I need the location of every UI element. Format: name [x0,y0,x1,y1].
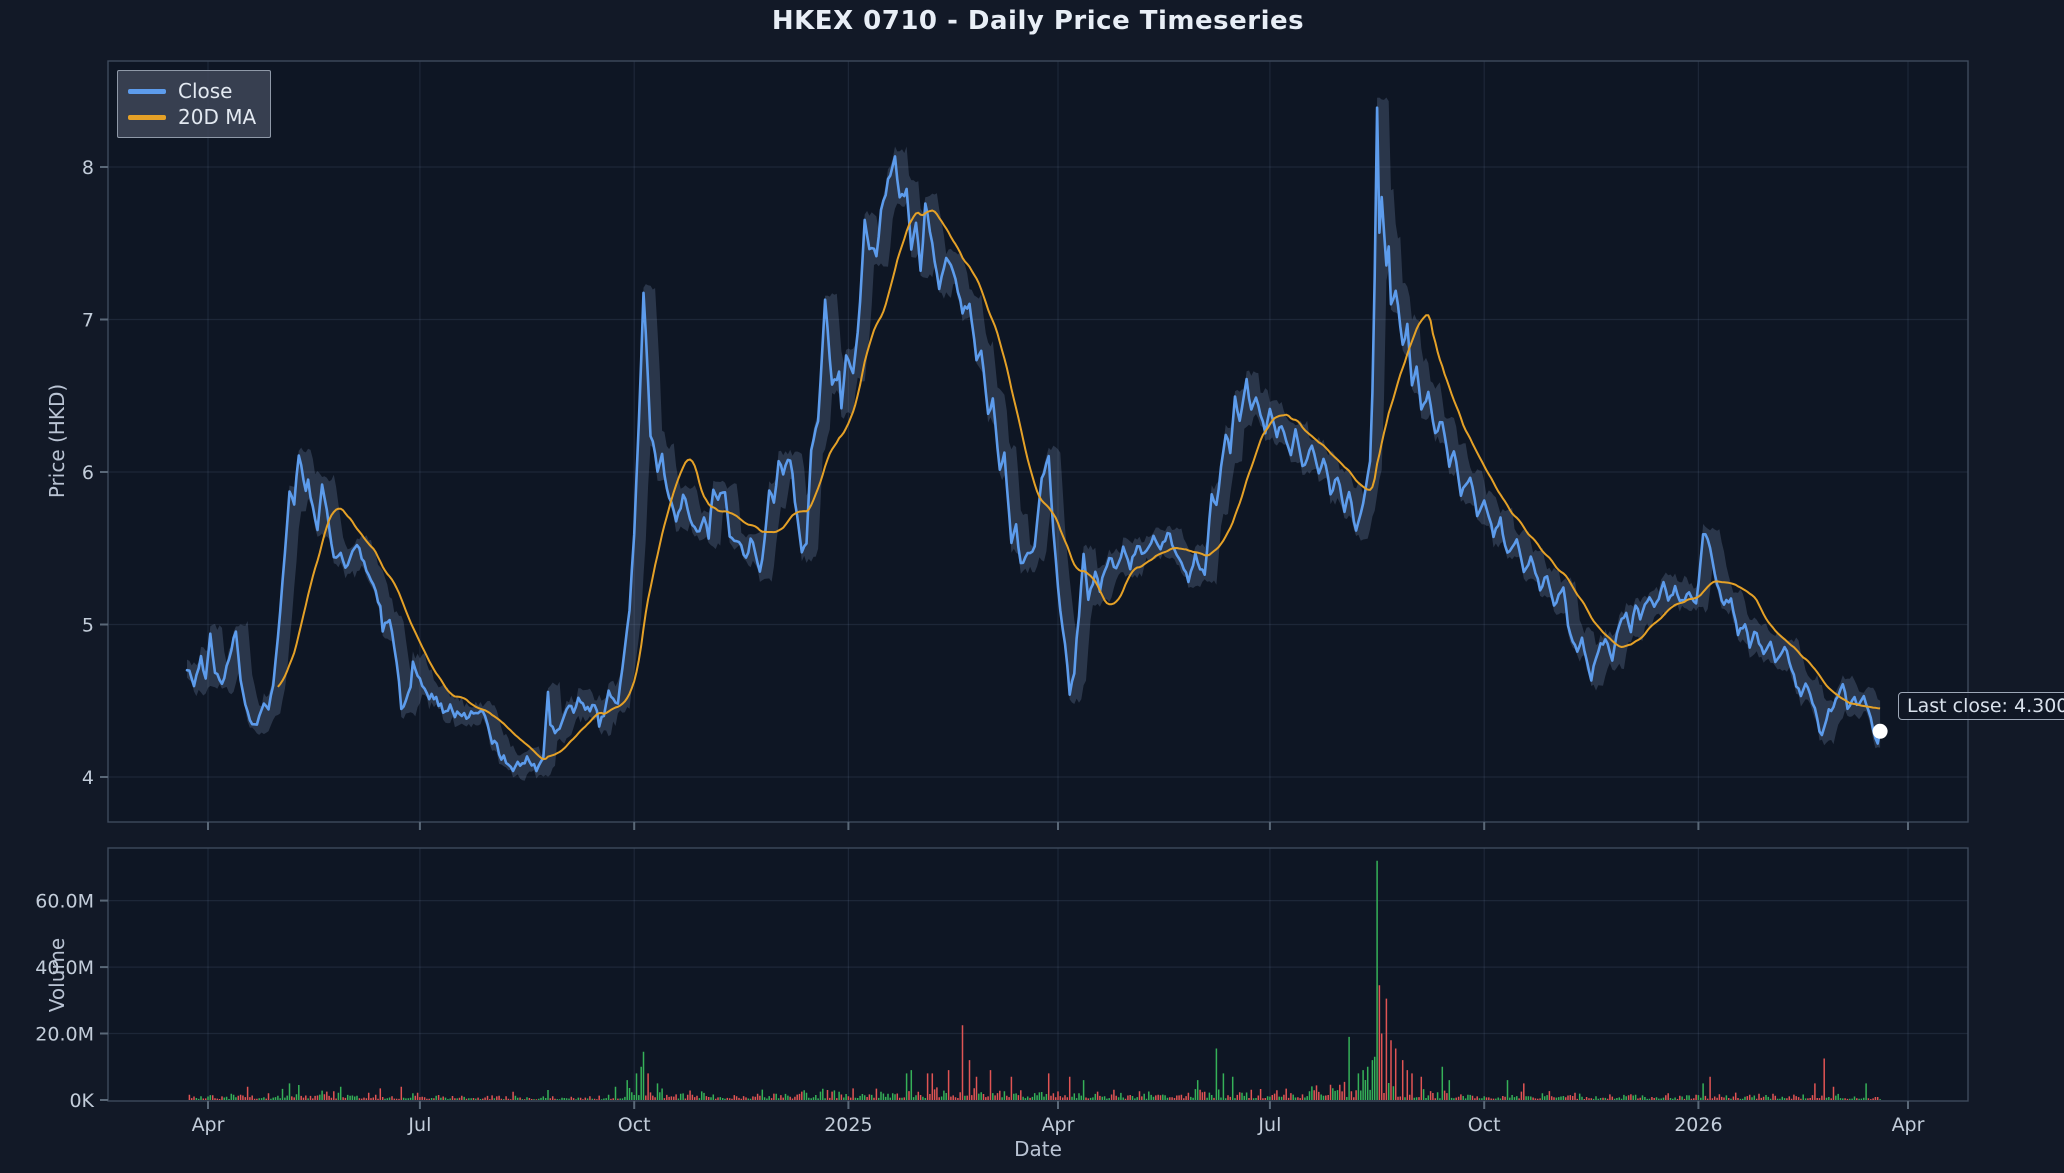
legend-item-close[interactable]: Close [128,78,256,104]
volume-tick-label: 40.0M [35,957,94,979]
axis-ticks: Apr Jul Oct 2025 Apr Jul Oct 2026 Apr 4 5 6 7 8 0K 20.0… [35,157,1924,1136]
legend-item-ma[interactable]: 20D MA [128,104,256,130]
price-panel[interactable] [108,61,1968,822]
close-line[interactable] [185,106,1882,773]
price-tick-label: 8 [82,157,94,179]
x-tick-label: Oct [1468,1114,1501,1136]
volume-panel-border [107,847,1969,1102]
last-close-marker[interactable] [1872,723,1888,739]
x-tick-label: 2026 [1674,1114,1722,1136]
x-tick-label: Apr [192,1114,225,1136]
x-tick-label: Apr [1892,1114,1925,1136]
x-tick-label: Apr [1042,1114,1075,1136]
volume-tick-label: 60.0M [35,891,94,913]
ma-line[interactable] [277,209,1881,761]
x-tick-label: Jul [1257,1114,1281,1136]
volume-tick-label: 20.0M [35,1024,94,1046]
last-close-annotation: Last close: 4.300 [1898,692,2064,720]
legend-label-ma: 20D MA [178,105,257,129]
legend-label-close: Close [178,79,233,103]
volume-bars-down[interactable] [188,985,1879,1100]
price-tick-label: 4 [82,767,94,789]
ma-line-swatch [128,114,166,120]
gridlines [108,61,1968,1101]
chart-title: HKEX 0710 - Daily Price Timeseries [771,6,1305,36]
price-tick-label: 5 [82,615,94,637]
x-axis-title: Date [1014,1137,1062,1161]
legend[interactable]: Close 20D MA [117,70,272,138]
price-tick-label: 6 [82,462,94,484]
volume-bars-up[interactable] [195,860,1881,1100]
volume-tick-label: 0K [69,1090,94,1112]
x-tick-label: 2025 [824,1114,872,1136]
close-line-swatch [128,88,166,94]
volume-panel[interactable] [108,848,1968,1101]
price-panel-border [107,60,1969,823]
volume-axis-title: Volume [45,937,69,1013]
price-axis-title: Price (HKD) [45,383,69,499]
x-tick-label: Oct [618,1114,651,1136]
x-tick-label: Jul [407,1114,431,1136]
price-tick-label: 7 [82,310,94,332]
